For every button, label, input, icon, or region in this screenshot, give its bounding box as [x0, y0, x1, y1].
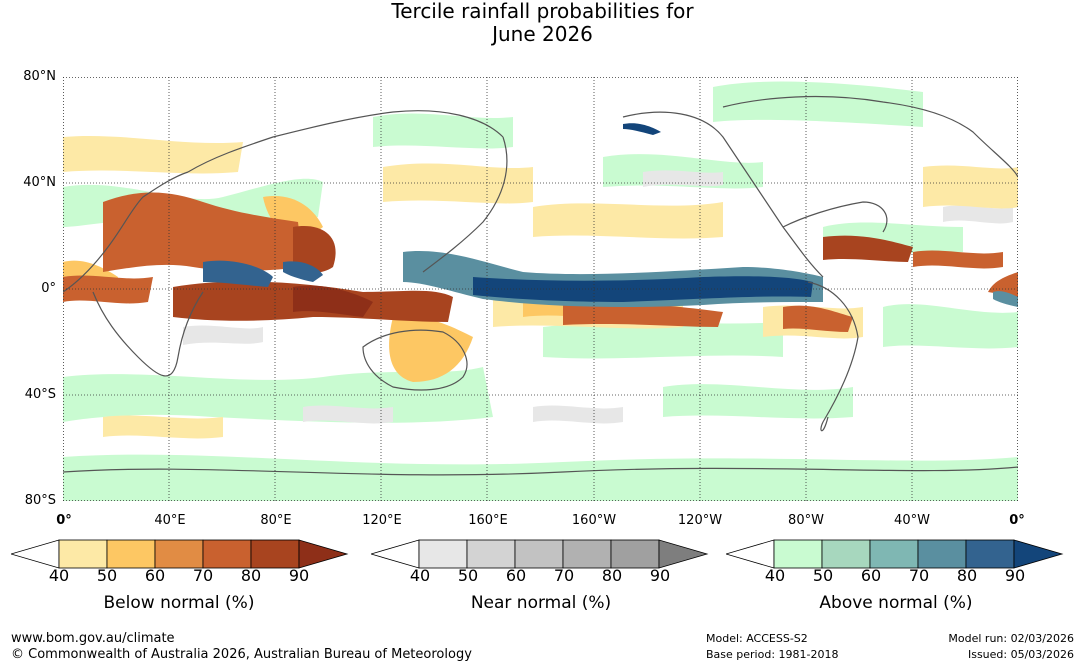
- colorbar-segment: [610, 539, 660, 569]
- colorbar-high-extension: [1013, 539, 1064, 569]
- copyright-text: © Commonwealth of Australia 2026, Austra…: [11, 647, 472, 662]
- near-normal-areas: [183, 170, 1013, 424]
- colorbar-tick: 70: [553, 566, 575, 585]
- colorbar-high-extension: [658, 539, 709, 569]
- graticule: [63, 77, 1018, 501]
- colorbar-segment: [965, 539, 1015, 569]
- colorbar-segment: [202, 539, 252, 569]
- rainfall-probability-map: [63, 77, 1018, 501]
- colorbar-low-extension: [371, 539, 420, 569]
- lon-tick-40e: 40°E: [154, 513, 186, 528]
- colorbar-tick: 40: [764, 566, 786, 585]
- below-normal-strong-areas: [63, 192, 1018, 332]
- colorbar-segment: [418, 539, 468, 569]
- base-period: Base period: 1981-2018: [706, 648, 839, 661]
- colorbar-tick: 90: [288, 566, 310, 585]
- map-title-line2: June 2026: [492, 22, 593, 46]
- lon-tick-0-left: 0°: [56, 513, 72, 528]
- colorbar-tick: 80: [601, 566, 623, 585]
- above-normal-colorbar-title: Above normal (%): [819, 593, 973, 613]
- lat-tick-40s: 40°S: [24, 387, 56, 402]
- lat-tick-80s: 80°S: [24, 493, 56, 508]
- below-normal-colorbar: [11, 539, 349, 569]
- lat-tick-80n: 80°N: [23, 69, 56, 84]
- colorbar-segment: [773, 539, 823, 569]
- above-normal-colorbar: [726, 539, 1064, 569]
- colorbar-segment: [562, 539, 612, 569]
- colorbar-low-extension: [726, 539, 775, 569]
- lon-tick-0-right: 0°: [1009, 513, 1025, 528]
- colorbar-segment: [154, 539, 204, 569]
- colorbar-tick: 70: [192, 566, 214, 585]
- colorbar-tick: 70: [908, 566, 930, 585]
- colorbar-segment: [58, 539, 108, 569]
- near-normal-colorbar-title: Near normal (%): [470, 593, 612, 613]
- lon-tick-80w: 80°W: [788, 513, 824, 528]
- colorbar-segment: [917, 539, 967, 569]
- colorbar-segment: [821, 539, 871, 569]
- colorbar-tick: 50: [812, 566, 834, 585]
- below-normal-colorbar-title: Below normal (%): [103, 593, 255, 613]
- lon-tick-120e: 120°E: [362, 513, 402, 528]
- colorbar-low-extension: [11, 539, 60, 569]
- colorbar-segment: [106, 539, 156, 569]
- colorbar-segment: [466, 539, 516, 569]
- colorbar-tick: 50: [96, 566, 118, 585]
- near-normal-colorbar: [371, 539, 709, 569]
- colorbar-tick: 60: [860, 566, 882, 585]
- lat-tick-equator: 0°: [41, 281, 56, 296]
- model-name: Model: ACCESS-S2: [706, 632, 808, 645]
- colorbar-tick: 90: [649, 566, 671, 585]
- colorbar-tick: 40: [409, 566, 431, 585]
- colorbar-tick: 60: [144, 566, 166, 585]
- coastlines: [63, 95, 1018, 476]
- colorbar-high-extension: [298, 539, 349, 569]
- map-title: Tercile rainfall probabilities for June …: [0, 0, 1085, 46]
- above-normal-light-areas: [63, 81, 1018, 501]
- lon-tick-160w: 160°W: [571, 513, 617, 528]
- lon-tick-40w: 40°W: [894, 513, 930, 528]
- model-run-date: Model run: 02/03/2026: [948, 632, 1074, 645]
- lon-tick-80e: 80°E: [260, 513, 292, 528]
- website-link[interactable]: www.bom.gov.au/climate: [11, 631, 175, 646]
- lon-tick-160e: 160°E: [468, 513, 508, 528]
- colorbar-tick: 80: [240, 566, 262, 585]
- colorbar-tick: 40: [48, 566, 70, 585]
- colorbar-tick: 50: [457, 566, 479, 585]
- colorbar-tick: 90: [1004, 566, 1026, 585]
- colorbar-segment: [514, 539, 564, 569]
- colorbar-tick: 80: [956, 566, 978, 585]
- map-title-line1: Tercile rainfall probabilities for: [391, 0, 694, 23]
- lat-tick-40n: 40°N: [23, 175, 56, 190]
- colorbar-tick: 60: [505, 566, 527, 585]
- colorbar-segment: [869, 539, 919, 569]
- map-canvas: [63, 77, 1018, 501]
- lon-tick-120w: 120°W: [677, 513, 723, 528]
- colorbar-segment: [250, 539, 300, 569]
- issued-date: Issued: 05/03/2026: [967, 648, 1074, 661]
